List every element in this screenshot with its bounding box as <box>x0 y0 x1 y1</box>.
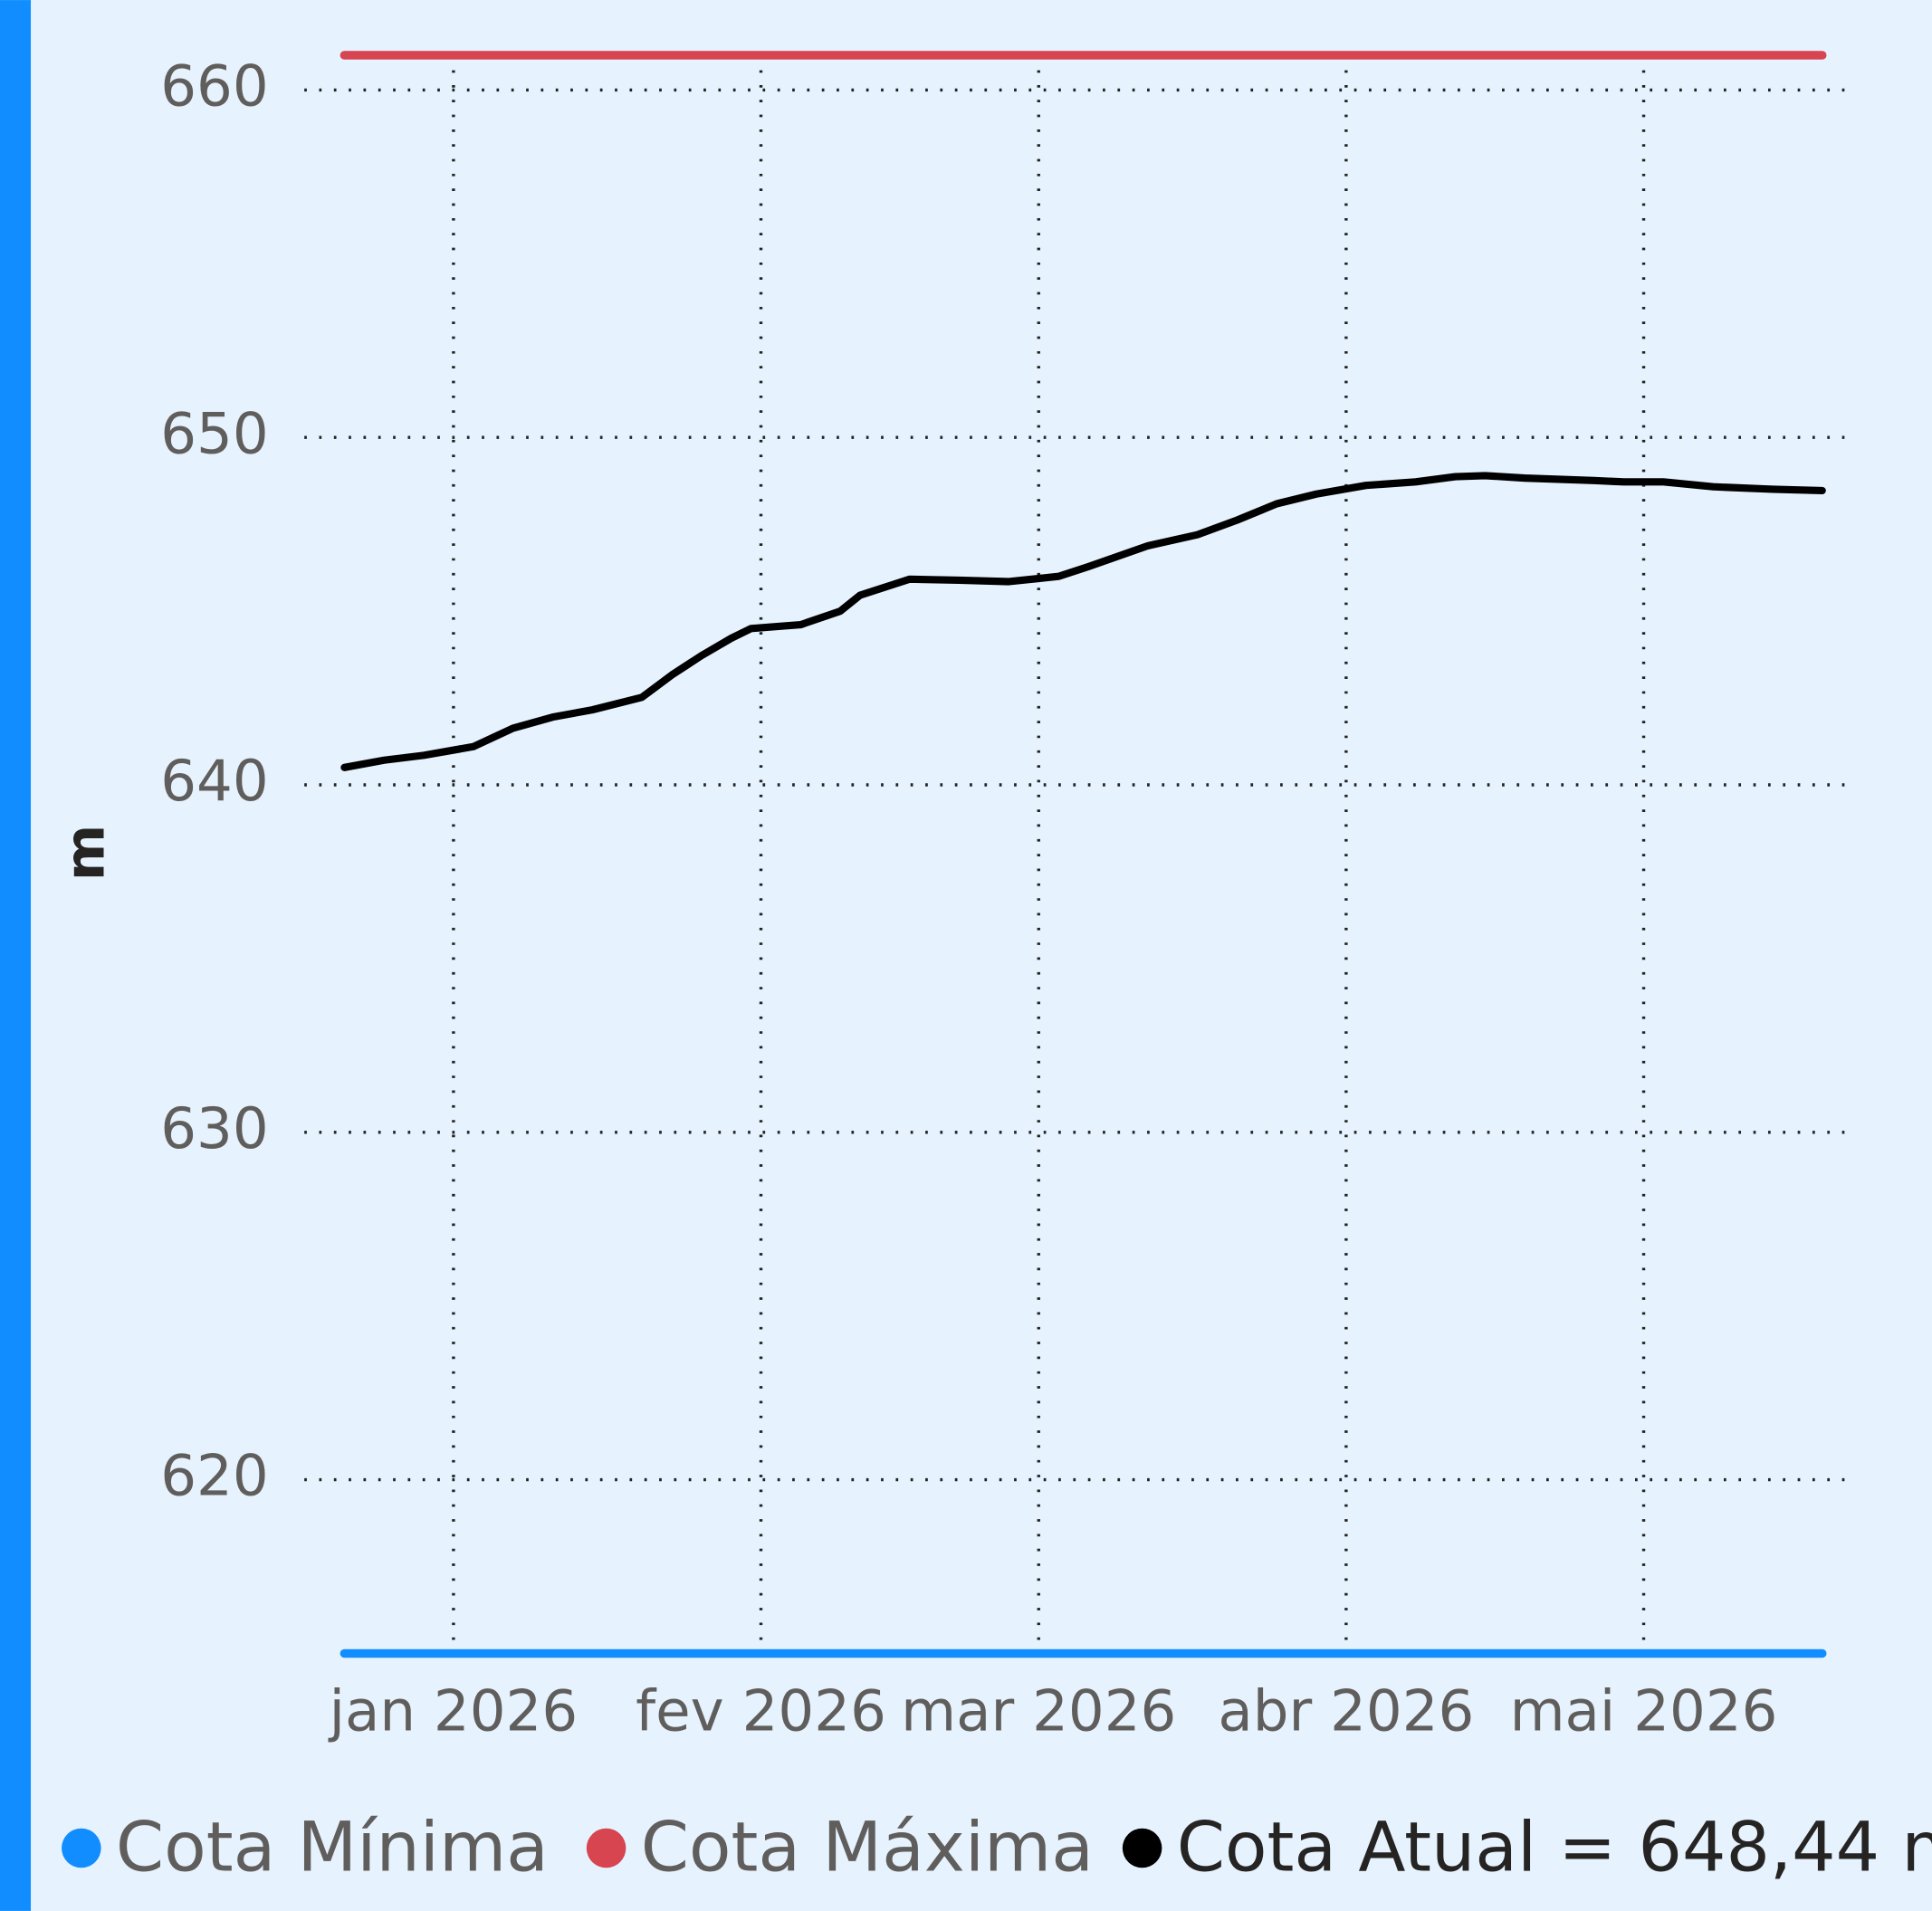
legend-label: Cota Atual = 648,44 m <box>1177 1807 1932 1887</box>
legend-marker <box>62 1828 101 1868</box>
x-tick-label: mar 2026 <box>901 1678 1176 1744</box>
legend-label: Cota Máxima <box>641 1807 1094 1887</box>
y-axis-label: m <box>54 825 118 881</box>
y-tick-label: 620 <box>160 1443 268 1509</box>
x-tick-label: mai 2026 <box>1510 1678 1778 1744</box>
x-tick-label: abr 2026 <box>1218 1678 1474 1744</box>
y-tick-label: 650 <box>160 400 268 466</box>
x-tick-label: jan 2026 <box>328 1678 579 1744</box>
legend-marker <box>586 1828 626 1868</box>
accent-bar <box>0 0 32 1911</box>
y-tick-label: 660 <box>160 53 268 119</box>
series-line <box>340 472 1826 771</box>
x-tick-label: fev 2026 <box>636 1678 886 1744</box>
legend-marker <box>1122 1828 1162 1868</box>
y-tick-label: 630 <box>160 1095 268 1161</box>
legend-label: Cota Mínima <box>116 1807 549 1887</box>
y-tick-label: 640 <box>160 748 268 814</box>
